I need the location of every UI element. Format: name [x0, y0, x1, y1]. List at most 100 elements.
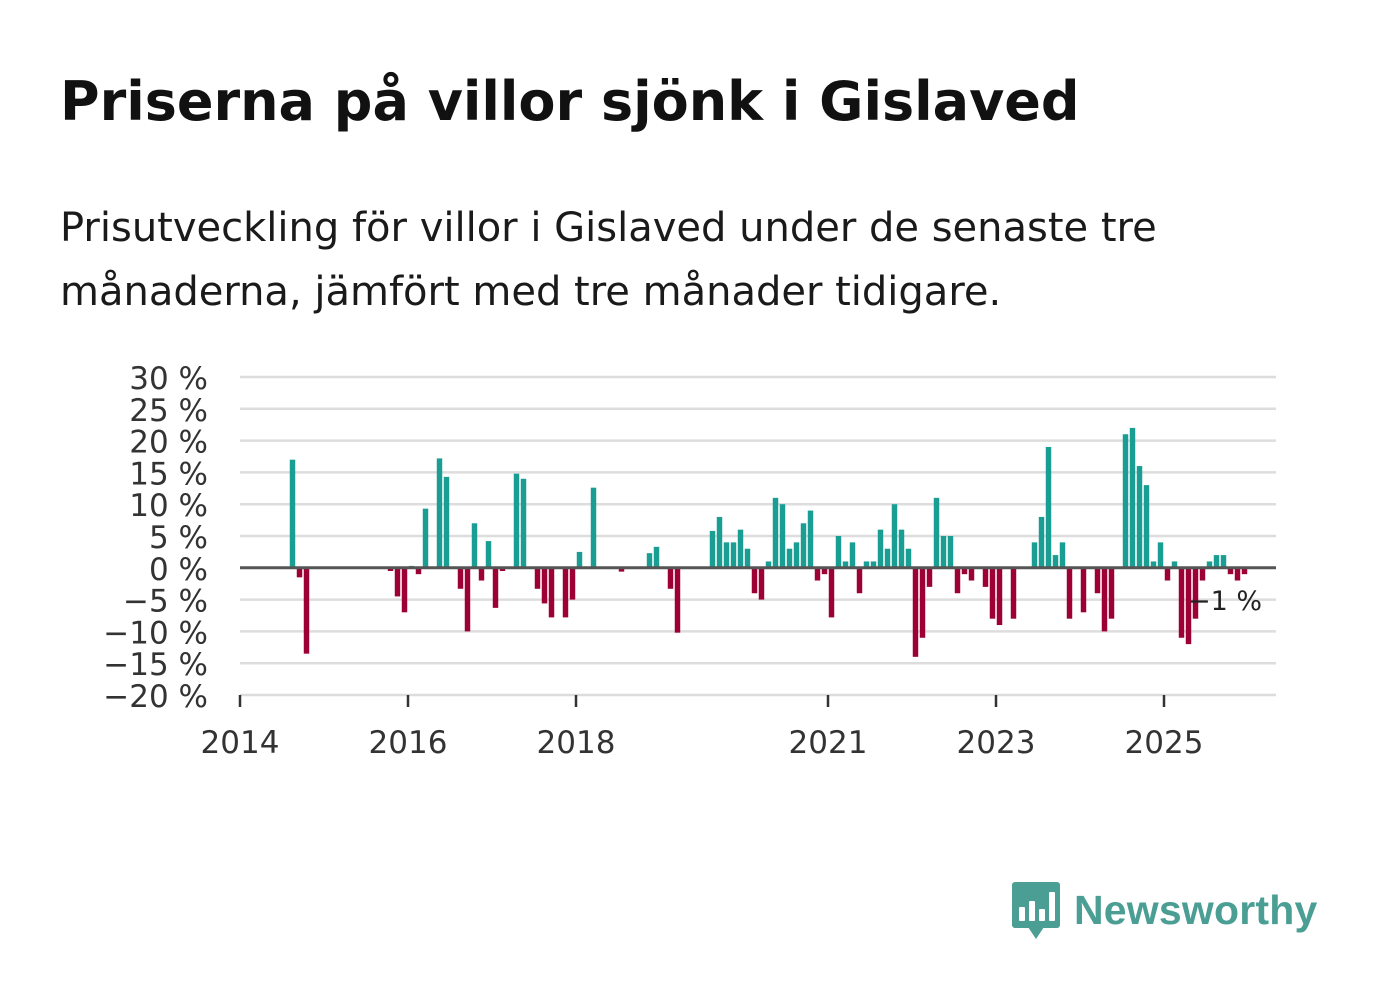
bar — [933, 497, 940, 568]
bar — [940, 536, 947, 568]
y-tick-label: −15 % — [103, 647, 208, 683]
y-tick-label: −5 % — [123, 584, 208, 620]
bar — [1150, 561, 1157, 568]
bar — [443, 476, 450, 568]
x-axis: 2014 2016 2018 2021 2023 2025 — [201, 694, 1276, 761]
bar — [807, 510, 814, 568]
bar — [1213, 555, 1220, 568]
bars — [289, 427, 1248, 657]
bar — [569, 567, 576, 600]
bar — [513, 473, 520, 568]
x-tick-label: 2016 — [369, 725, 448, 761]
bar — [485, 541, 492, 568]
bar — [1241, 567, 1248, 575]
bar — [1157, 542, 1164, 568]
last-value-label: −1 % — [1188, 586, 1262, 617]
bar — [401, 567, 408, 613]
bar — [758, 567, 765, 600]
bar — [1108, 567, 1115, 619]
y-tick-label: 0 % — [149, 552, 208, 588]
bar — [436, 458, 443, 568]
bar — [968, 567, 975, 581]
y-tick-label: 5 % — [149, 520, 208, 556]
bar — [730, 542, 737, 568]
bar — [1164, 567, 1171, 581]
bar — [464, 567, 471, 632]
bar — [394, 567, 401, 597]
bar — [492, 567, 499, 608]
bar — [835, 536, 842, 568]
bar — [646, 553, 653, 568]
gridlines — [240, 375, 1276, 697]
bar — [548, 567, 555, 618]
bar — [457, 567, 464, 589]
bar — [387, 567, 394, 571]
bar — [541, 567, 548, 604]
bar — [1045, 446, 1052, 568]
bar — [674, 567, 681, 633]
bar — [1220, 555, 1227, 568]
y-tick-label: 20 % — [129, 425, 208, 461]
bar — [1094, 567, 1101, 594]
y-tick-label: 30 % — [129, 361, 208, 397]
bar — [982, 567, 989, 587]
x-tick-label: 2018 — [537, 725, 616, 761]
bar — [289, 459, 296, 568]
bar — [961, 567, 968, 575]
bar — [898, 529, 905, 568]
bar — [828, 567, 835, 618]
newsworthy-brand[interactable]: Newsworthy — [1010, 878, 1318, 942]
y-tick-label: −20 % — [103, 679, 208, 715]
bar — [296, 567, 303, 578]
bar — [562, 567, 569, 618]
y-tick-label: −10 % — [103, 615, 208, 651]
x-tick-label: 2014 — [201, 725, 280, 761]
y-axis-ticks: 30 %25 %20 %15 %10 %5 %0 %−5 %−10 %−15 %… — [103, 361, 208, 715]
bar — [478, 567, 485, 581]
bar — [1066, 567, 1073, 619]
bar — [919, 567, 926, 638]
bar — [870, 561, 877, 568]
bar — [1199, 567, 1206, 581]
bar — [499, 567, 506, 571]
bar — [947, 536, 954, 568]
bar — [590, 487, 597, 568]
y-tick-label: 15 % — [129, 456, 208, 492]
bar — [800, 523, 807, 568]
bar — [520, 478, 527, 568]
bar — [821, 567, 828, 575]
y-tick-label: 25 % — [129, 393, 208, 429]
bar — [926, 567, 933, 587]
bar — [1234, 567, 1241, 581]
chart-title: Priserna på villor sjönk i Gislaved — [60, 70, 1080, 133]
bar — [765, 561, 772, 568]
bar — [744, 548, 751, 568]
bar — [1143, 485, 1150, 568]
bar — [723, 542, 730, 568]
bar — [1052, 555, 1059, 568]
bar — [422, 508, 429, 568]
bar — [1185, 567, 1192, 645]
bar-chart: 30 %25 %20 %15 %10 %5 %0 %−5 %−10 %−15 %… — [103, 361, 1276, 761]
bar — [1080, 567, 1087, 613]
bar — [415, 567, 422, 575]
bar — [989, 567, 996, 619]
bar — [1171, 561, 1178, 568]
bar — [471, 523, 478, 568]
x-tick-label: 2025 — [1125, 725, 1204, 761]
bar — [891, 504, 898, 568]
bar — [912, 567, 919, 657]
bar — [905, 548, 912, 568]
bar — [716, 516, 723, 568]
bar — [534, 567, 541, 589]
bar — [814, 567, 821, 581]
y-tick-label: 10 % — [129, 488, 208, 524]
bar — [1031, 542, 1038, 568]
bar — [1178, 567, 1185, 638]
brand-name: Newsworthy — [1074, 886, 1318, 933]
bar — [996, 567, 1003, 626]
bar — [877, 529, 884, 568]
x-tick-label: 2021 — [789, 725, 868, 761]
bar — [751, 567, 758, 594]
bar — [863, 561, 870, 568]
